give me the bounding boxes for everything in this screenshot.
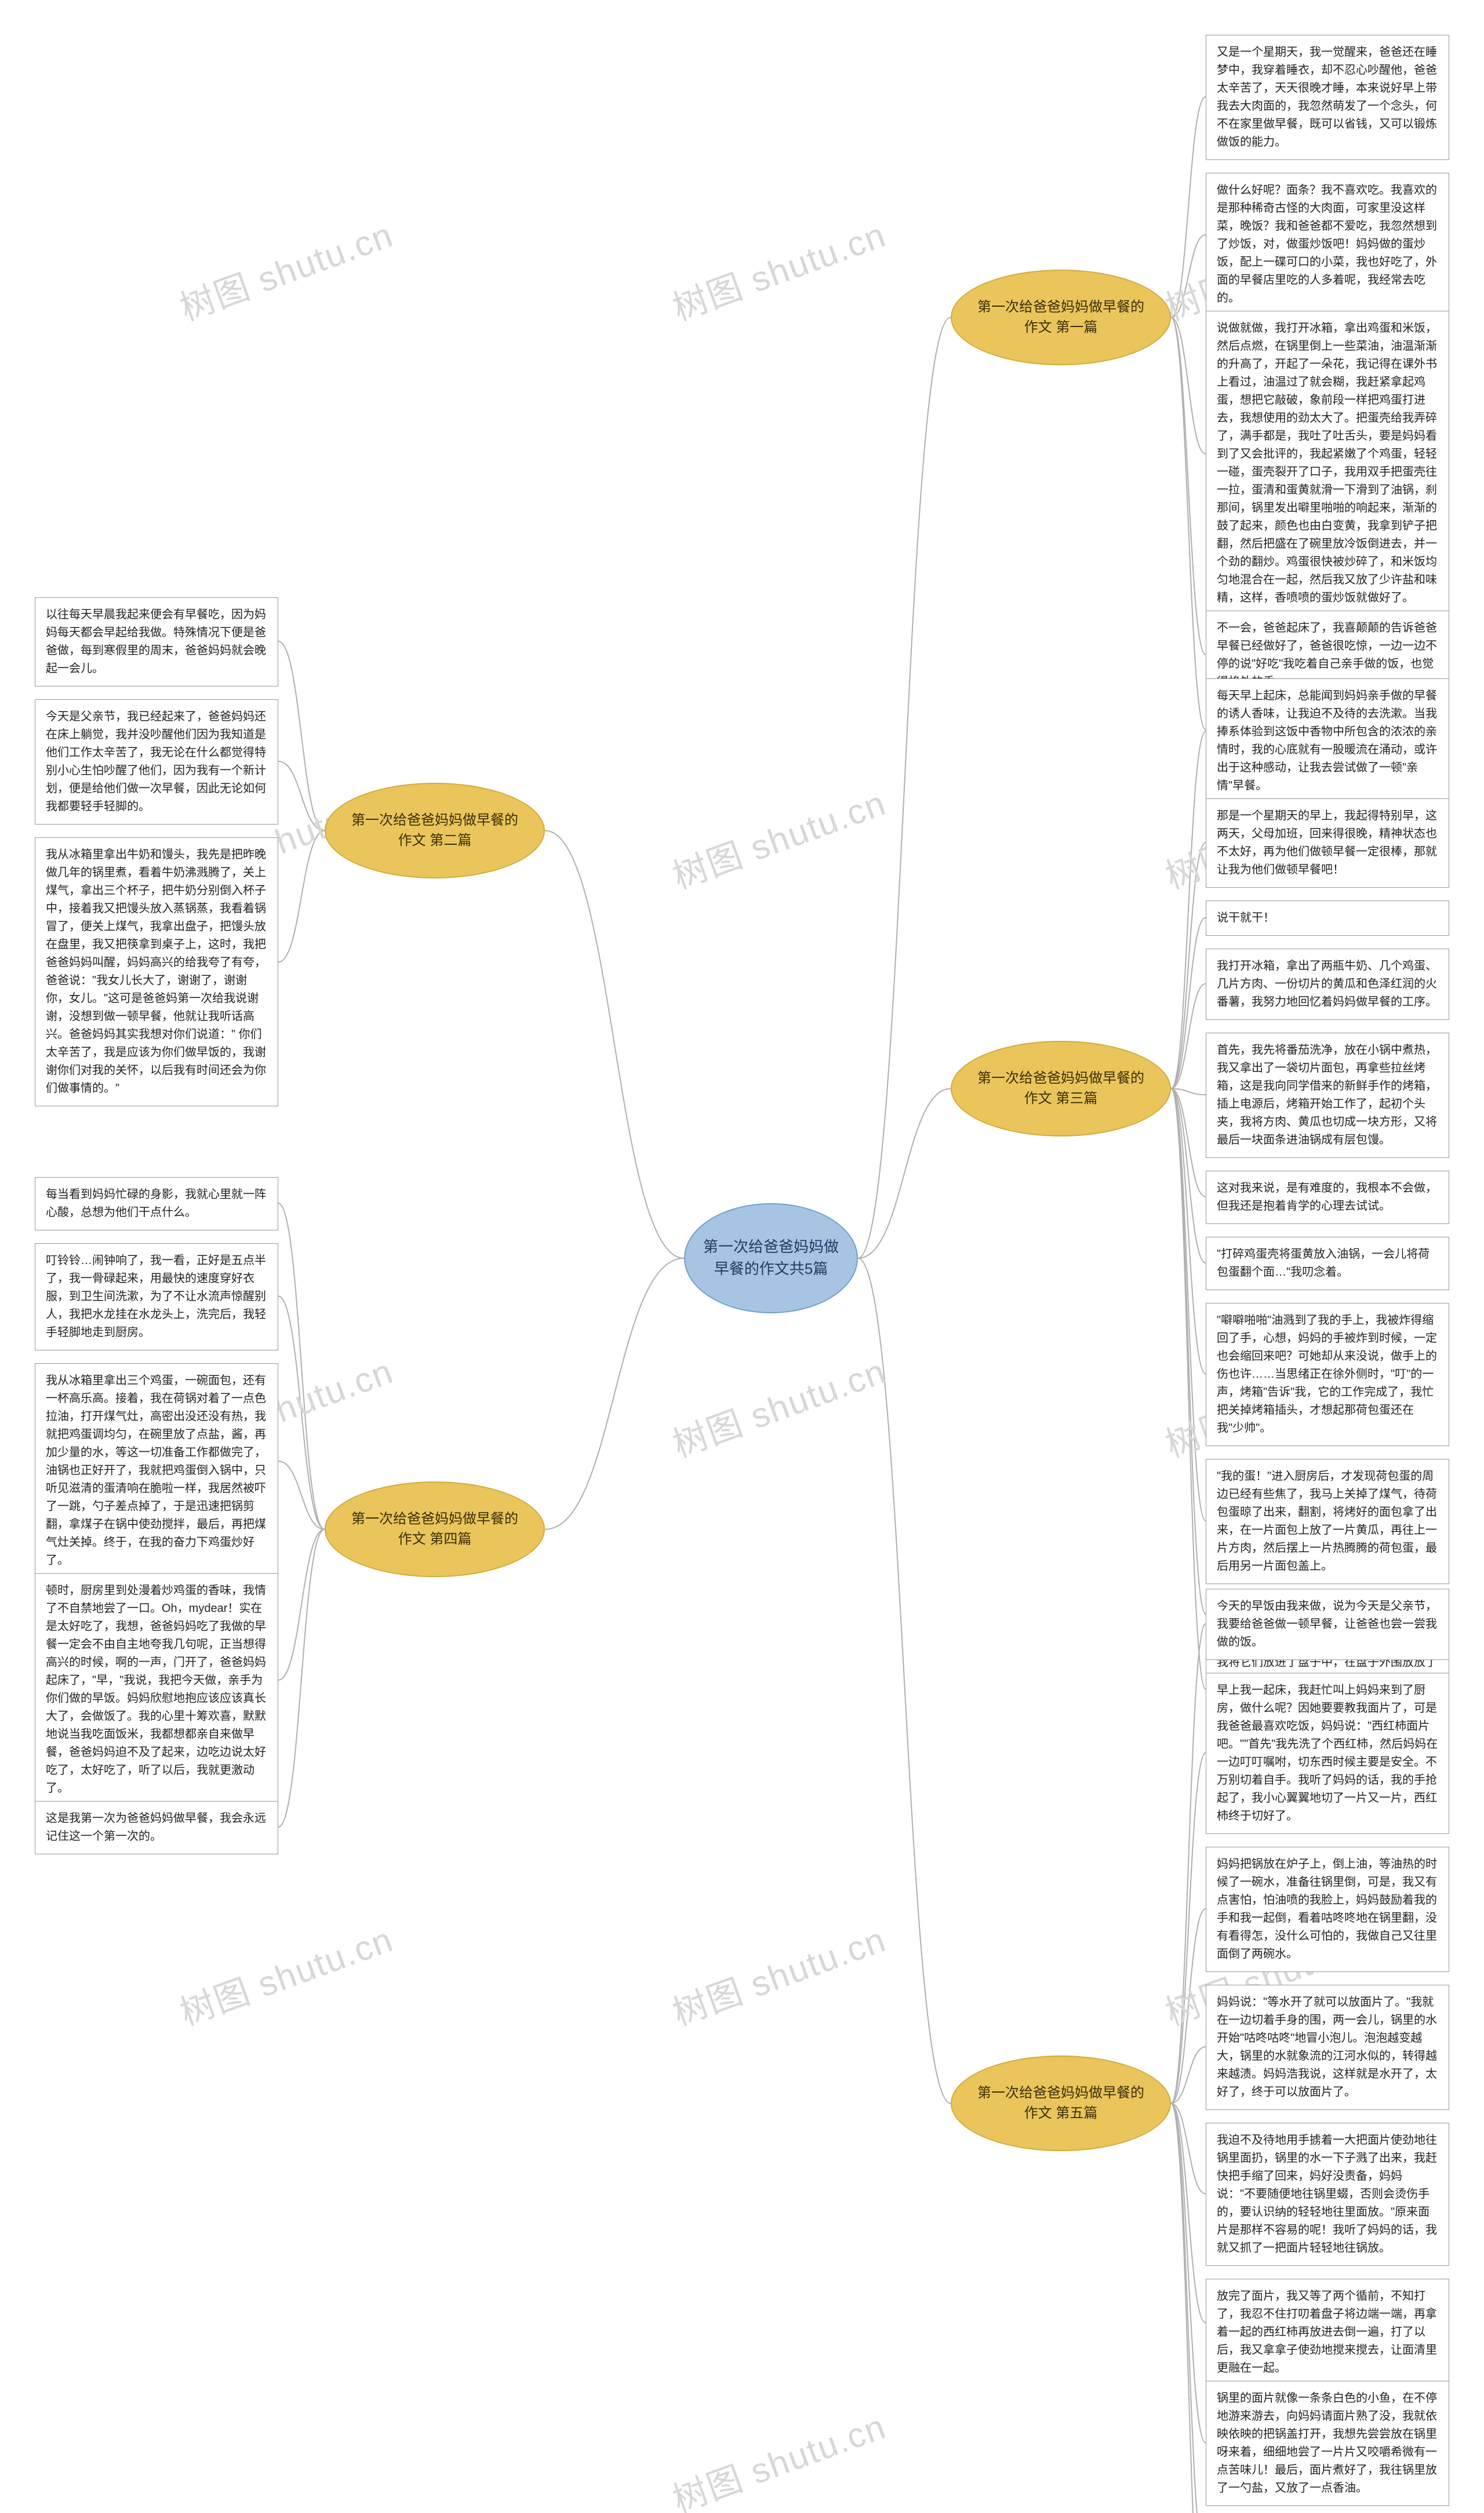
leaf-node: 我从冰箱里拿出三个鸡蛋，一碗面包，还有一杯高乐高。接着，我在荷锅对着了一点色拉油…	[35, 1363, 278, 1578]
branch-node-b4: 第一次给爸爸妈妈做早餐的作文 第四篇	[325, 1481, 545, 1577]
leaf-node: 说做就做，我打开冰箱，拿出鸡蛋和米饭，然后点燃，在锅里倒上一些菜油，油温渐渐的升…	[1206, 311, 1449, 616]
watermark: 树图 shutu.cn	[172, 207, 399, 331]
leaf-node: 顿时，厨房里到处漫着炒鸡蛋的香味，我情了不自禁地尝了一口。Oh，mydear！实…	[35, 1573, 278, 1806]
leaf-node: 妈妈说："等水开了就可以放面片了。"我就在一边切着手身的围，两一会儿，锅里的水开…	[1206, 1985, 1449, 2110]
root-node: 第一次给爸爸妈妈做早餐的作文共5篇	[684, 1203, 858, 1313]
leaf-node: 妈妈把锅放在炉子上，倒上油，等油热的时候了一碗水，准备往锅里倒，可是，我又有点害…	[1206, 1847, 1449, 1972]
watermark: 树图 shutu.cn	[665, 207, 892, 331]
leaf-node: 这对我来说，是有难度的，我根本不会做，但我还是抱着肯学的心理去试试。	[1206, 1171, 1449, 1224]
branch-node-b1: 第一次给爸爸妈妈做早餐的作文 第一篇	[951, 270, 1171, 365]
leaf-node: 这是我第一次为爸爸妈妈做早餐，我会永远记住这一个第一次的。	[35, 1801, 278, 1854]
leaf-node: 今天的早饭由我来做，说为今天是父亲节，我要给爸爸做一顿早餐，让爸爸也尝一尝我做的…	[1206, 1589, 1449, 1660]
leaf-node: 叮铃铃…闹钟响了，我一看，正好是五点半了，我一骨碌起来，用最快的速度穿好衣服，到…	[35, 1243, 278, 1350]
branch-node-b2: 第一次给爸爸妈妈做早餐的作文 第二篇	[325, 783, 545, 878]
branch-node-b5: 第一次给爸爸妈妈做早餐的作文 第五篇	[951, 2056, 1171, 2151]
leaf-node: 每当看到妈妈忙碌的身影，我就心里就一阵心酸，总想为他们干点什么。	[35, 1177, 278, 1230]
watermark: 树图 shutu.cn	[665, 1912, 892, 2036]
watermark: 树图 shutu.cn	[665, 1343, 892, 1468]
leaf-node: 首先，我先将番茄洗净，放在小锅中煮热，我又拿出了一袋切片面包，再拿些拉丝烤箱，这…	[1206, 1033, 1449, 1158]
leaf-node: 我打开冰箱，拿出了两瓶牛奶、几个鸡蛋、几片方肉、一份切片的黄瓜和色泽红润的火番薯…	[1206, 949, 1449, 1020]
leaf-node: 锅里的面片就像一条条白色的小鱼，在不停地游来游去，向妈妈请面片熟了没，我就依映依…	[1206, 2381, 1449, 2506]
branch-node-b3: 第一次给爸爸妈妈做早餐的作文 第三篇	[951, 1041, 1171, 1136]
leaf-node: 以往每天早晨我起来便会有早餐吃，因为妈妈每天都会早起给我做。特殊情况下便是爸爸做…	[35, 597, 278, 687]
leaf-node: 早上我一起床，我赶忙叫上妈妈来到了厨房，做什么呢？因她要要教我面片了，可是我爸爸…	[1206, 1673, 1449, 1834]
leaf-node: 又是一个星期天，我一觉醒来，爸爸还在睡梦中，我穿着睡衣，却不忍心吵醒他，爸爸太辛…	[1206, 35, 1449, 160]
watermark: 树图 shutu.cn	[665, 775, 892, 899]
leaf-node: 那是一个星期天的早上，我起得特别早，这两天，父母加班，回来得很晚，精神状态也不太…	[1206, 798, 1449, 888]
leaf-node: 我迫不及待地用手掳着一大把面片使劲地往锅里面扔，锅里的水一下子溅了出来，我赶快把…	[1206, 2123, 1449, 2266]
leaf-node: 我从冰箱里拿出牛奶和馒头，我先是把昨晚做几年的锅里煮，看着牛奶沸溅腾了，关上煤气…	[35, 837, 278, 1106]
leaf-node: "打碎鸡蛋壳将蛋黄放入油锅，一会儿将荷包蛋翻个面…"我叨念着。	[1206, 1237, 1449, 1290]
leaf-node: 做什么好呢？面条？我不喜欢吃。我喜欢的是那种稀奇古怪的大肉面，可家里没这样菜，晚…	[1206, 173, 1449, 316]
leaf-node: "我的蛋！"进入厨房后，才发现荷包蛋的周边已经有些焦了，我马上关掉了煤气，待荷包…	[1206, 1459, 1449, 1584]
watermark: 树图 shutu.cn	[665, 2399, 892, 2513]
leaf-node: "噼噼啪啪"油溅到了我的手上，我被炸得缩回了手，心想，妈妈的手被炸到时候，一定也…	[1206, 1303, 1449, 1446]
watermark: 树图 shutu.cn	[172, 1912, 399, 2036]
leaf-node: 今天是父亲节，我已经起来了，爸爸妈妈还在床上躺觉，我并没吵醒他们因为我知道是他们…	[35, 699, 278, 825]
leaf-node: 每天早上起床，总能闻到妈妈亲手做的早餐的诱人香味，让我迫不及待的去洗漱。当我捧系…	[1206, 678, 1449, 804]
leaf-node: 说干就干！	[1206, 900, 1449, 936]
leaf-node: 放完了面片，我又等了两个循前，不知打了，我忍不住打叨着盘子将边端一端，再拿着一起…	[1206, 2279, 1449, 2386]
